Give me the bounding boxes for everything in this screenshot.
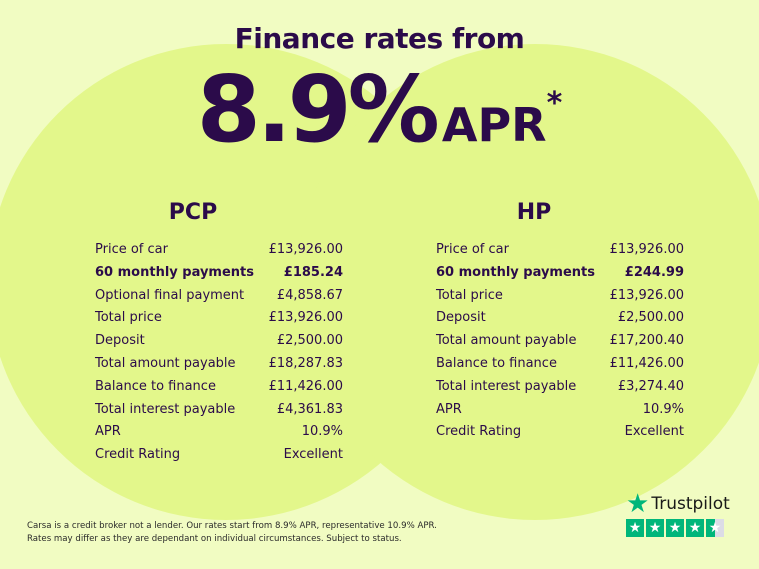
headline: Finance rates from: [234, 22, 525, 55]
pcp-row: Credit Rating Excellent: [95, 444, 343, 467]
hp-row: Credit Rating Excellent: [436, 421, 684, 444]
row-value: £3,274.40: [617, 378, 684, 394]
rating-star-icon: ★: [706, 519, 724, 537]
row-value: £13,926.00: [609, 242, 684, 257]
trustpilot-rating: ★ ★ ★ ★ ★: [626, 519, 730, 537]
footnote-line-2: Rates may differ as they are dependant o…: [27, 534, 402, 544]
row-value: Excellent: [283, 447, 343, 463]
pcp-row: Deposit £2,500.00: [95, 330, 343, 353]
row-value: £244.99: [624, 264, 684, 280]
row-label: Price of car: [436, 242, 509, 257]
row-value: 10.9%: [642, 401, 684, 417]
row-label: Total amount payable: [436, 333, 577, 349]
row-label: Credit Rating: [436, 424, 522, 440]
pcp-row: Balance to finance £11,426.00: [95, 376, 343, 399]
row-value: Excellent: [624, 424, 684, 440]
row-value: 10.9%: [301, 424, 343, 440]
rating-star-icon: ★: [686, 519, 704, 537]
hp-row: Deposit £2,500.00: [436, 307, 684, 330]
row-value: £17,200.40: [609, 333, 684, 349]
pcp-row: Price of car £13,926.00: [95, 239, 343, 262]
rating-star-icon: ★: [666, 519, 684, 537]
hp-row: Balance to finance £11,426.00: [436, 353, 684, 376]
pcp-row: Total amount payable £18,287.83: [95, 353, 343, 376]
pcp-row: Total price £13,926.00: [95, 307, 343, 330]
rate-asterisk: *: [546, 86, 563, 121]
row-label: APR: [436, 401, 462, 417]
row-value: £2,500.00: [276, 333, 343, 349]
rating-star-icon: ★: [626, 519, 644, 537]
hp-row: Total interest payable £3,274.40: [436, 376, 684, 399]
row-value: £11,426.00: [609, 355, 684, 371]
hp-row: 60 monthly payments £244.99: [436, 262, 684, 285]
hp-row: Total price £13,926.00: [436, 285, 684, 308]
row-label: Total interest payable: [436, 378, 577, 394]
hp-table: HP Price of car £13,926.00 60 monthly paym…: [436, 200, 684, 444]
row-label: Total interest payable: [95, 401, 236, 417]
row-value: £13,926.00: [268, 242, 343, 257]
row-value: £4,361.83: [276, 401, 343, 417]
hp-title: HP: [516, 200, 552, 225]
row-label: Deposit: [436, 310, 486, 326]
rate-unit: APR: [441, 98, 547, 152]
row-label: Total amount payable: [95, 355, 236, 371]
pcp-title: PCP: [168, 200, 218, 225]
row-value: £13,926.00: [609, 287, 684, 303]
row-value: £185.24: [283, 264, 343, 280]
pcp-table: PCP Price of car £13,926.00 60 monthly pay…: [95, 200, 343, 467]
row-label: Credit Rating: [95, 447, 181, 463]
footnote: Carsa is a credit broker not a lender. O…: [27, 520, 437, 546]
row-label: Balance to finance: [436, 355, 557, 371]
row-label: Total price: [436, 287, 503, 303]
row-value: £18,287.83: [268, 355, 343, 371]
row-value: £2,500.00: [617, 310, 684, 326]
background-circle-right: [297, 44, 759, 520]
rating-star-icon: ★: [646, 519, 664, 537]
trustpilot-name: Trustpilot: [651, 494, 730, 514]
hp-row: Total amount payable £17,200.40: [436, 330, 684, 353]
row-label: 60 monthly payments: [95, 264, 254, 280]
row-value: £4,858.67: [276, 287, 343, 303]
pcp-row: 60 monthly payments £185.24: [95, 262, 343, 285]
pcp-row: APR 10.9%: [95, 421, 343, 444]
trustpilot-badge: ★ Trustpilot ★ ★ ★ ★ ★: [626, 489, 730, 537]
footnote-line-1: Carsa is a credit broker not a lender. O…: [27, 521, 437, 531]
rate-display: 8.9% APR*: [0, 60, 759, 160]
row-label: Price of car: [95, 242, 168, 257]
row-value: £13,926.00: [268, 310, 343, 326]
pcp-row: Total interest payable £4,361.83: [95, 399, 343, 422]
hp-row: APR 10.9%: [436, 399, 684, 422]
row-label: 60 monthly payments: [436, 264, 595, 280]
rate-value: 8.9%: [196, 56, 440, 163]
trustpilot-star-icon: ★: [626, 489, 650, 519]
row-label: Optional final payment: [95, 287, 245, 303]
row-value: £11,426.00: [268, 378, 343, 394]
row-label: APR: [95, 424, 121, 440]
row-label: Deposit: [95, 333, 145, 349]
hp-row: Price of car £13,926.00: [436, 239, 684, 262]
row-label: Balance to finance: [95, 378, 216, 394]
pcp-row: Optional final payment £4,858.67: [95, 285, 343, 308]
row-label: Total price: [95, 310, 162, 326]
